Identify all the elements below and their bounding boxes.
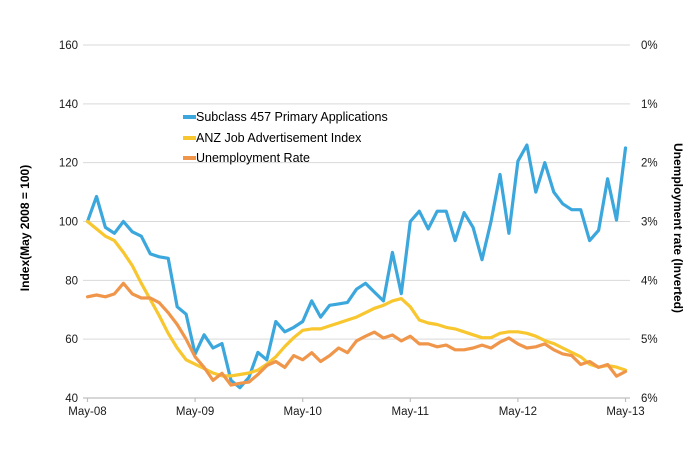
y-left-tick-label: 100 [59, 217, 78, 229]
y-right-tick-label: 5% [641, 334, 658, 346]
x-tick-label: May-10 [284, 406, 322, 418]
legend-item-anz-job-ads: ANZ Job Advertisement Index [183, 128, 388, 149]
legend-swatch-subclass-457-icon [183, 115, 196, 120]
left-axis-title: Index(May 2008 = 100) [18, 164, 32, 292]
legend-label: ANZ Job Advertisement Index [196, 130, 362, 145]
y-left-tick-label: 120 [59, 158, 78, 170]
x-tick-label: May-08 [68, 406, 106, 418]
right-axis-title: Unemployment rate (Inverted) [671, 142, 685, 314]
series-subclass-457-primary-applications-line [85, 143, 628, 390]
y-right-tick-label: 2% [641, 158, 658, 170]
y-right-tick-label: 6% [641, 393, 658, 405]
x-axis [83, 397, 630, 402]
legend: Subclass 457 Primary Applications ANZ Jo… [183, 107, 388, 169]
y-right-tick-label: 3% [641, 217, 658, 229]
series-anz-job-advertisement-index-line [85, 219, 628, 378]
legend-label: Subclass 457 Primary Applications [196, 110, 388, 124]
legend-swatch-unemployment-rate-icon [183, 156, 196, 161]
x-tick-label: May-09 [176, 406, 214, 418]
legend-label: Unemployment Rate [196, 151, 310, 165]
x-tick-label: May-12 [499, 406, 537, 418]
y-left-tick-label: 140 [59, 99, 78, 111]
y-right-tick-label: 1% [641, 99, 658, 111]
y-left-tick-label: 160 [59, 40, 78, 52]
y-right-tick-label: 0% [641, 40, 658, 52]
legend-item-subclass-457: Subclass 457 Primary Applications [183, 107, 388, 128]
x-tick-label: May-13 [606, 406, 644, 418]
legend-item-unemployment-rate: Unemployment Rate [183, 148, 388, 169]
series-unemployment-rate-line [85, 281, 628, 387]
legend-swatch-anz-job-ads-icon [183, 135, 196, 140]
y-right-tick-label: 4% [641, 275, 658, 287]
y-left-tick-label: 60 [65, 334, 78, 346]
y-left-tick-label: 40 [65, 393, 78, 405]
series-lines [85, 143, 628, 390]
x-tick-label: May-11 [392, 406, 430, 418]
y-right-tick-labels: 0% 1% 2% 3% 4% 5% 6% [641, 40, 658, 405]
x-tick-labels: May-08 May-09 May-10 May-11 May-12 May-13 [68, 406, 644, 418]
y-left-tick-labels: 160 140 120 100 80 60 40 [59, 40, 78, 405]
y-left-tick-label: 80 [65, 275, 78, 287]
